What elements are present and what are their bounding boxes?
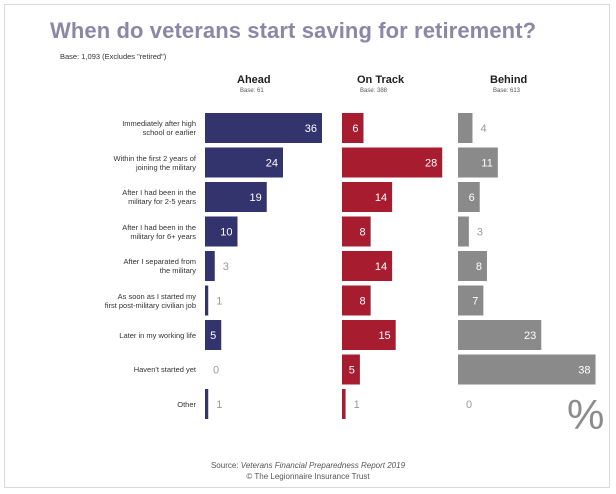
bar — [458, 216, 469, 247]
data-label: 1 — [354, 399, 360, 411]
bar — [205, 251, 215, 281]
percent-symbol: % — [567, 391, 605, 438]
copyright: © The Legionnaire Insurance Trust — [246, 472, 370, 481]
category-label: After I had been in the military for 6+ y… — [122, 222, 196, 241]
bar — [205, 113, 322, 143]
data-label: 6 — [352, 123, 358, 135]
series-title: On Track — [357, 74, 405, 86]
category-label: Immediately after high school or earlier — [122, 119, 196, 137]
bar — [342, 354, 360, 385]
data-label: 14 — [375, 192, 387, 204]
series-title: Ahead — [237, 74, 271, 86]
bar — [342, 147, 443, 178]
data-label: 14 — [375, 261, 387, 273]
data-label: 3 — [223, 261, 229, 273]
bar — [342, 285, 371, 316]
bar — [458, 182, 480, 212]
data-label: 8 — [360, 227, 366, 239]
bar — [205, 285, 209, 316]
data-label: 0 — [466, 399, 472, 411]
bar — [342, 113, 364, 143]
bar — [342, 216, 371, 247]
data-label: 5 — [210, 330, 216, 342]
data-label: 1 — [216, 399, 222, 411]
category-label: After I had been in the military for 2-5 … — [122, 188, 196, 206]
bar — [458, 354, 596, 385]
bar — [458, 251, 487, 281]
data-label: 10 — [220, 227, 232, 239]
category-label: Within the first 2 years of joining the m… — [113, 153, 196, 172]
series-base: Base: 613 — [493, 88, 521, 94]
bar — [205, 389, 209, 419]
bar — [205, 216, 238, 247]
source-note: Source: Veterans Financial Preparedness … — [0, 460, 616, 482]
bar — [342, 182, 393, 212]
bar — [458, 147, 498, 178]
category-label: After I separated from the military — [123, 257, 196, 275]
data-label: 11 — [481, 158, 492, 170]
data-label: 28 — [425, 158, 437, 170]
data-label: 8 — [476, 261, 482, 273]
bar — [205, 182, 267, 212]
data-label: 5 — [349, 365, 355, 377]
data-label: 7 — [472, 296, 478, 308]
bar — [458, 285, 484, 316]
data-label: 0 — [213, 365, 219, 377]
bar — [458, 320, 542, 350]
chart-title: When do veterans start saving for retire… — [50, 18, 537, 43]
data-label: 15 — [378, 330, 390, 342]
bar — [205, 147, 283, 178]
bar — [342, 320, 396, 350]
category-label: Haven't started yet — [133, 365, 196, 374]
category-label: Later in my working life — [119, 330, 196, 340]
data-label: 8 — [360, 296, 366, 308]
series-title: Behind — [490, 74, 528, 86]
data-label: 6 — [469, 192, 475, 204]
bar — [342, 389, 346, 419]
bar — [205, 320, 222, 350]
data-label: 38 — [578, 365, 590, 377]
data-label: 23 — [524, 330, 536, 342]
source-title: Veterans Financial Preparedness Report 2… — [240, 461, 406, 470]
chart-base-note: Base: 1,093 (Excludes "retired") — [60, 52, 167, 61]
bar — [458, 113, 473, 143]
chart-frame — [4, 4, 610, 488]
source-prefix: Source: — [210, 461, 239, 470]
category-label: Other — [177, 399, 196, 409]
data-label: 1 — [216, 296, 222, 308]
data-label: 36 — [305, 123, 317, 135]
series-base: Base: 388 — [360, 88, 388, 94]
category-label: As soon as I started my first post-milita… — [104, 291, 196, 310]
data-label: 24 — [266, 158, 278, 170]
series-base: Base: 61 — [240, 88, 264, 94]
bar — [342, 251, 393, 281]
data-label: 4 — [480, 123, 486, 135]
data-label: 3 — [477, 227, 483, 239]
data-label: 19 — [250, 192, 262, 204]
